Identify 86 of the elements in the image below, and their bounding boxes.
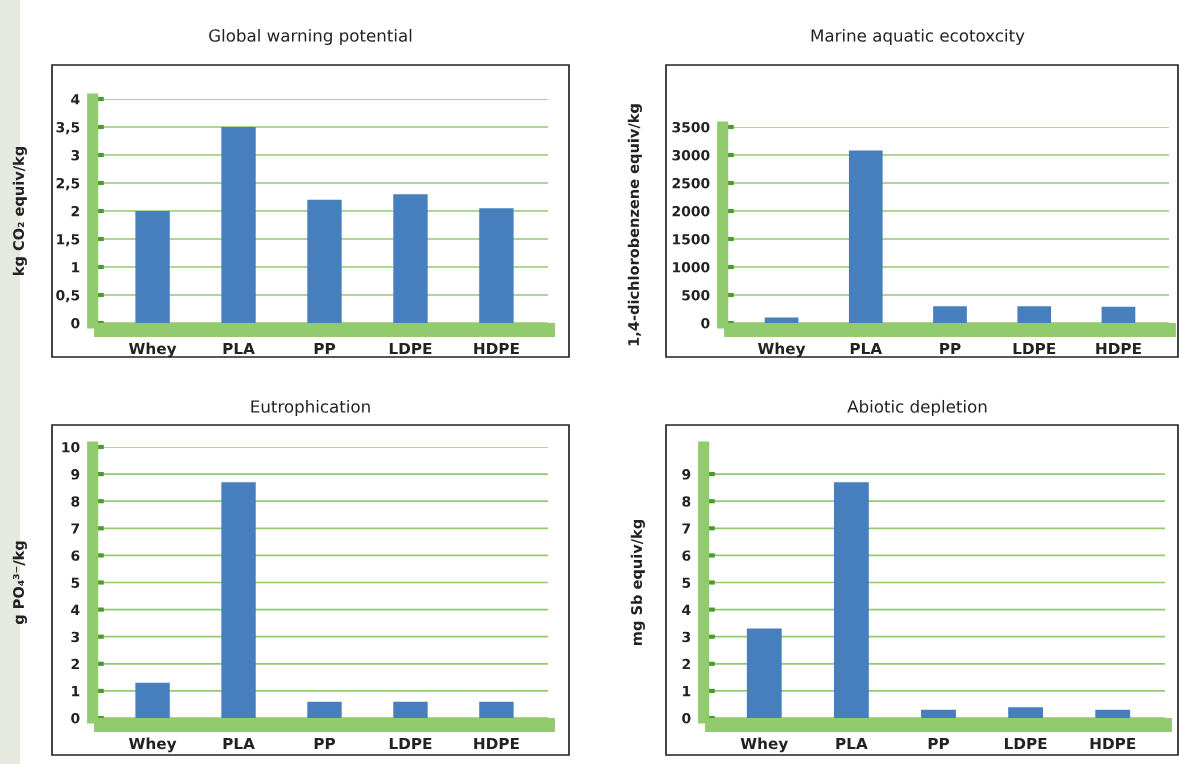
x-tick-label: LDPE bbox=[1004, 737, 1047, 750]
y-tick-label: 2,5 bbox=[56, 177, 80, 191]
y-tick-label: 500 bbox=[682, 289, 710, 301]
y-tick-label: 2000 bbox=[672, 205, 710, 217]
x-tick-label: PP bbox=[928, 737, 950, 750]
y-tick-label: 4 bbox=[71, 604, 80, 615]
y-tick-label: 2 bbox=[71, 658, 79, 670]
y-tick-label: 5 bbox=[71, 577, 80, 588]
y-axis-title: mg Sb equiv/kg bbox=[630, 520, 645, 645]
y-tick-label: 3 bbox=[71, 631, 80, 643]
y-tick-label: 0,5 bbox=[56, 289, 80, 303]
x-tick-label: Whey bbox=[129, 342, 177, 358]
y-tick-label: 3 bbox=[71, 149, 80, 161]
bar bbox=[221, 482, 256, 718]
x-tick-label: HDPE bbox=[1096, 342, 1141, 355]
bar bbox=[393, 194, 428, 323]
y-tick-label: 0 bbox=[71, 712, 80, 724]
x-tick-label: PP bbox=[940, 342, 961, 355]
x-tick-label: LDPE bbox=[389, 737, 432, 750]
x-tick-label: PP bbox=[314, 737, 336, 750]
y-tick-label: 1,5 bbox=[57, 234, 80, 247]
bar bbox=[764, 317, 799, 323]
y-tick-label: 0 bbox=[701, 317, 710, 329]
y-tick-label: 5 bbox=[682, 577, 691, 588]
y-tick-label: 4 bbox=[682, 604, 691, 615]
y-tick-label: 1000 bbox=[673, 261, 710, 273]
chart-title: Eutrophication bbox=[251, 399, 370, 417]
bar bbox=[933, 306, 967, 323]
x-tick-label: HDPE bbox=[474, 737, 519, 750]
y-tick-label: 7 bbox=[71, 523, 80, 534]
y-axis-title: g PO₄³⁻/kg bbox=[12, 541, 27, 625]
x-tick-label: PP bbox=[314, 342, 336, 355]
x-tick-label: PLA bbox=[223, 342, 255, 355]
y-tick-label: 3,5 bbox=[56, 121, 80, 135]
y-tick-label: 3 bbox=[682, 631, 691, 643]
y-tick-label: 6 bbox=[71, 550, 80, 561]
x-tick-label: HDPE bbox=[1090, 737, 1136, 750]
bar bbox=[746, 628, 782, 718]
y-tick-label: 10 bbox=[62, 441, 80, 453]
bar bbox=[307, 701, 342, 718]
y-tick-label: 6 bbox=[682, 550, 691, 561]
bar bbox=[135, 682, 170, 718]
y-tick-label: 3500 bbox=[672, 121, 710, 133]
bar bbox=[1008, 707, 1044, 718]
y-tick-label: 0 bbox=[71, 317, 80, 329]
x-tick-label: HDPE bbox=[474, 342, 519, 355]
chart-title: Marine aquatic ecotoxcity bbox=[811, 28, 1025, 46]
x-tick-label: LDPE bbox=[1013, 342, 1056, 355]
y-tick-label: 0 bbox=[682, 712, 691, 724]
bar bbox=[307, 199, 342, 323]
x-tick-label: LDPE bbox=[389, 342, 432, 355]
bar bbox=[1101, 306, 1136, 323]
y-tick-label: 2 bbox=[682, 658, 690, 670]
y-tick-label: 8 bbox=[682, 496, 691, 507]
bar bbox=[479, 208, 514, 323]
y-tick-label: 4 bbox=[71, 94, 80, 105]
y-axis-title: 1,4-dichlorobenzene equiv/kg bbox=[627, 104, 642, 346]
chart-title: Abiotic depletion bbox=[847, 399, 987, 417]
bar bbox=[479, 701, 514, 718]
x-tick-label: PLA bbox=[223, 737, 255, 750]
x-tick-label: Whey bbox=[757, 342, 806, 358]
y-tick-label: 1 bbox=[72, 686, 80, 697]
y-tick-label: 1 bbox=[683, 686, 691, 697]
bar bbox=[221, 127, 256, 323]
bar bbox=[848, 150, 883, 323]
bar bbox=[135, 211, 170, 323]
y-tick-label: 9 bbox=[682, 469, 691, 480]
bar bbox=[921, 709, 956, 718]
bar bbox=[393, 701, 428, 718]
y-tick-label: 2 bbox=[71, 205, 79, 217]
x-tick-label: Whey bbox=[740, 737, 789, 753]
x-tick-label: Whey bbox=[129, 737, 177, 753]
y-tick-label: 2500 bbox=[672, 177, 710, 189]
bar bbox=[833, 482, 869, 718]
y-tick-label: 8 bbox=[71, 496, 80, 507]
x-tick-label: PLA bbox=[836, 737, 868, 750]
y-axis-title: kg CO₂ equiv/kg bbox=[12, 146, 27, 275]
y-tick-label: 3000 bbox=[672, 149, 710, 161]
bar bbox=[1017, 306, 1052, 323]
x-tick-label: PLA bbox=[850, 342, 883, 355]
chart-title: Global warning potential bbox=[209, 28, 412, 46]
bar bbox=[1095, 709, 1131, 718]
y-tick-label: 9 bbox=[71, 469, 80, 480]
y-tick-label: 1500 bbox=[673, 233, 710, 245]
y-tick-label: 7 bbox=[682, 523, 691, 534]
y-tick-label: 1 bbox=[72, 262, 80, 273]
